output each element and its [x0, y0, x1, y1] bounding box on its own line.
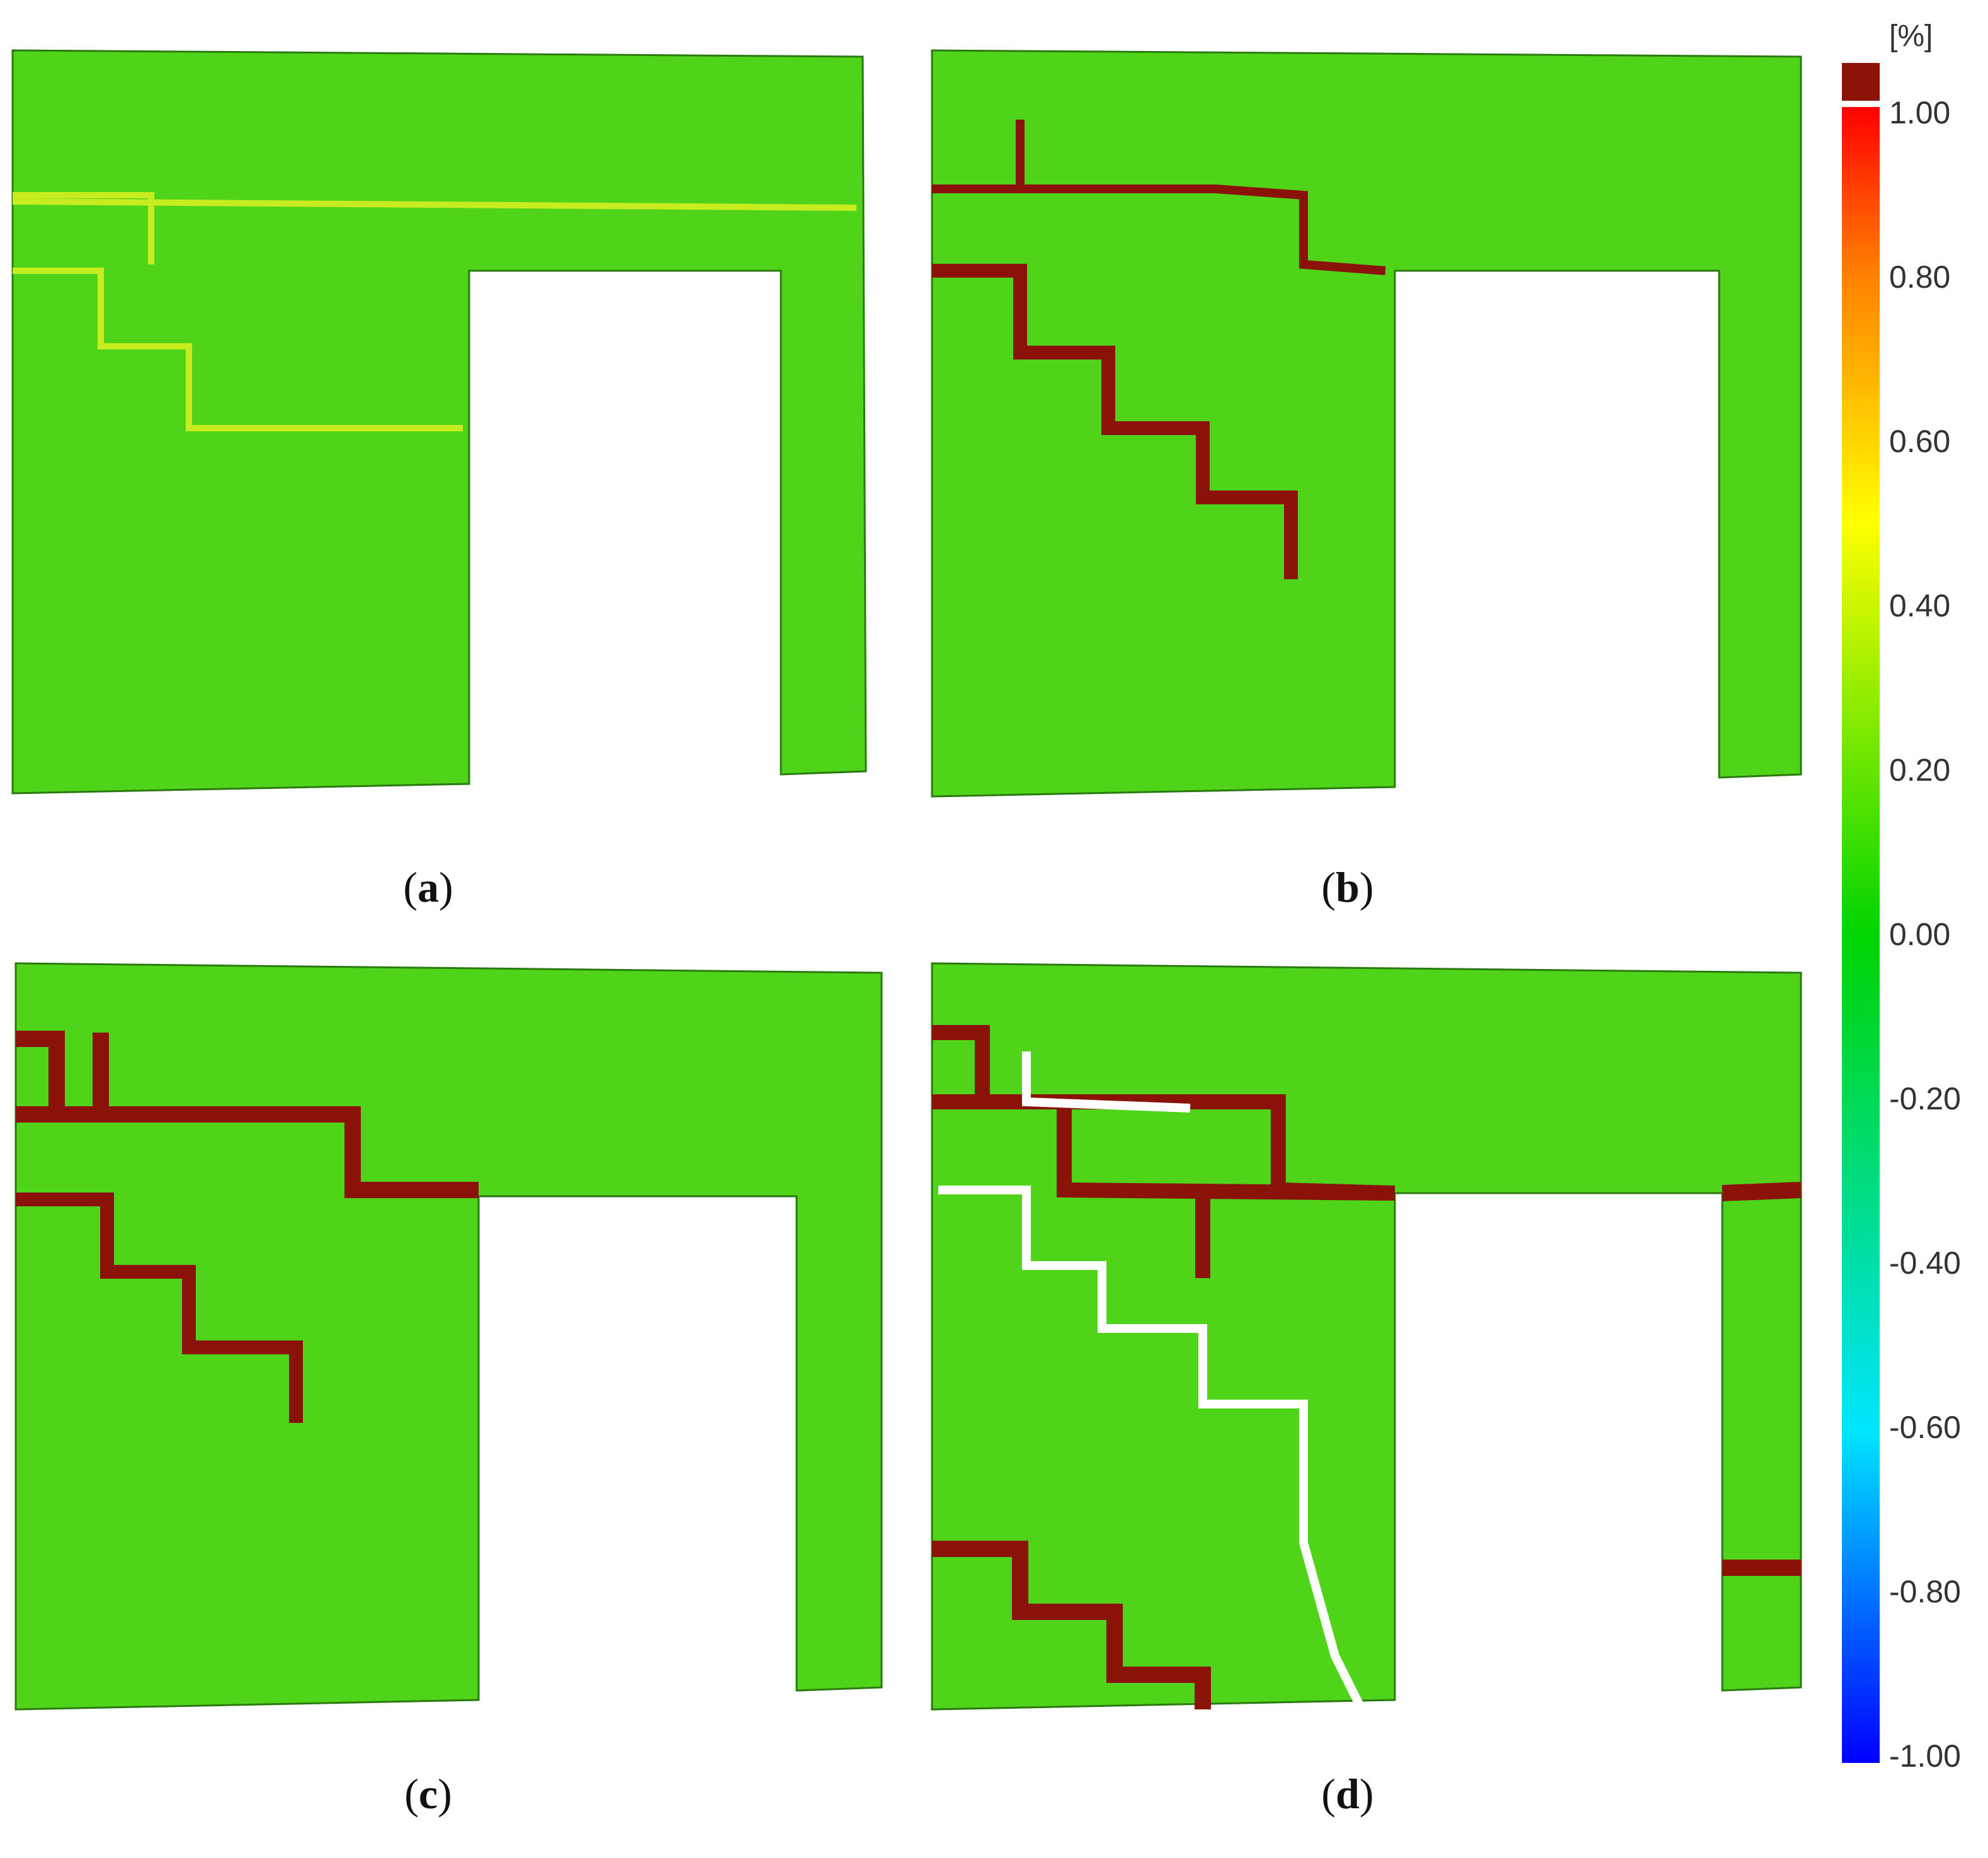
colorbar-tick-label: 0.20 [1889, 752, 1951, 788]
specimen-outline [931, 49, 1802, 798]
colorbar [1842, 63, 1880, 1763]
crack-upper [16, 1031, 479, 1198]
specimen-outline [14, 962, 883, 1711]
caption-b: (b) [1321, 863, 1374, 911]
colorbar-tick-label: -0.40 [1889, 1245, 1961, 1281]
caption-a: (a) [403, 863, 453, 911]
colorbar-tick-label: -0.20 [1889, 1081, 1961, 1116]
crack-right [1722, 1182, 1802, 1576]
crack-upper [932, 120, 1386, 275]
caption-d: (d) [1321, 1770, 1374, 1818]
caption-c: (c) [404, 1770, 452, 1818]
crack-faint [12, 192, 857, 431]
colorbar-tick-label: -0.60 [1889, 1410, 1961, 1445]
strain-panel-b [931, 49, 1802, 798]
colorbar-tick-label: -0.80 [1889, 1574, 1961, 1609]
crack-upper [932, 1025, 1395, 1278]
specimen-outline [931, 962, 1802, 1711]
crack-main [16, 1192, 303, 1423]
colorbar-tick-label: -1.00 [1889, 1738, 1961, 1774]
colorbar-overflow-swatch [1842, 63, 1880, 101]
strain-panel-a [11, 49, 867, 795]
colorbar-tick-label: 0.60 [1889, 424, 1951, 459]
crack-open-white [938, 1051, 1365, 1709]
colorbar-tick-label: 0.40 [1889, 588, 1951, 623]
specimen-outline [11, 49, 867, 795]
colorbar-tick-label: 1.00 [1889, 95, 1951, 130]
colorbar-unit: [%] [1889, 20, 1933, 53]
colorbar-gradient [1842, 107, 1880, 1763]
strain-panel-c [14, 962, 883, 1711]
crack-main [932, 264, 1298, 579]
crack-lower [932, 1541, 1211, 1709]
strain-panel-d [931, 962, 1802, 1711]
colorbar-tick-label: 0.00 [1889, 917, 1951, 952]
colorbar-tick-label: 0.80 [1889, 259, 1951, 295]
